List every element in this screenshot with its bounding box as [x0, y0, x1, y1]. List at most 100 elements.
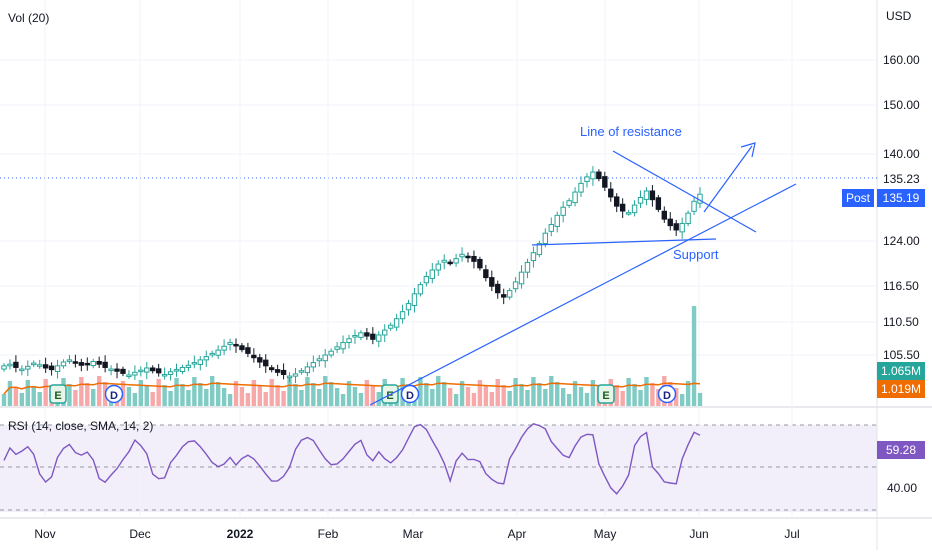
candle-body[interactable] — [257, 357, 263, 363]
candle-body[interactable] — [584, 176, 590, 183]
candle-body[interactable] — [358, 332, 364, 338]
candle-body[interactable] — [382, 329, 388, 336]
candle-body[interactable] — [36, 364, 43, 367]
candle-body[interactable] — [66, 359, 73, 362]
candle-body[interactable] — [161, 373, 168, 377]
candle-body[interactable] — [304, 366, 311, 374]
resistance-line[interactable] — [612, 150, 757, 233]
candle-body[interactable] — [31, 362, 37, 366]
candle-body[interactable] — [625, 212, 632, 215]
candle-body[interactable] — [500, 294, 507, 298]
candle-body[interactable] — [465, 255, 471, 259]
candle-body[interactable] — [102, 361, 108, 368]
candle-body[interactable] — [655, 197, 662, 210]
candle-body[interactable] — [691, 200, 697, 212]
candle-body[interactable] — [673, 223, 679, 231]
candle-body[interactable] — [489, 277, 495, 287]
candle-body[interactable] — [132, 371, 138, 376]
candle-body[interactable] — [608, 188, 614, 198]
candle-body[interactable] — [48, 365, 55, 371]
support-trendline[interactable] — [369, 183, 797, 406]
candle-body[interactable] — [90, 360, 96, 367]
candle-body[interactable] — [138, 369, 144, 373]
candle-body[interactable] — [292, 373, 299, 377]
candle-body[interactable] — [274, 369, 281, 373]
candle-body[interactable] — [649, 190, 656, 201]
candle-body[interactable] — [13, 361, 19, 368]
candle-body[interactable] — [251, 354, 257, 359]
candle-body[interactable] — [542, 232, 549, 244]
candle-body[interactable] — [144, 367, 150, 373]
candle-body[interactable] — [7, 363, 13, 367]
dividend-marker[interactable] — [400, 384, 420, 404]
candle-body[interactable] — [536, 242, 543, 256]
candle-body[interactable] — [679, 222, 685, 233]
candle-body[interactable] — [346, 338, 352, 344]
candles[interactable] — [1, 166, 703, 384]
candle-body[interactable] — [518, 271, 525, 285]
candle-body[interactable] — [280, 369, 287, 375]
candle-body[interactable] — [197, 359, 204, 365]
candle-body[interactable] — [233, 343, 239, 347]
candle-body[interactable] — [322, 354, 328, 362]
candle-body[interactable] — [84, 362, 90, 366]
candle-body[interactable] — [364, 332, 370, 337]
candle-body[interactable] — [590, 171, 596, 180]
candle-body[interactable] — [661, 210, 668, 220]
candle-body[interactable] — [637, 196, 644, 204]
candle-body[interactable] — [179, 366, 186, 373]
candle-body[interactable] — [483, 269, 489, 279]
candle-body[interactable] — [453, 258, 459, 264]
candle-body[interactable] — [393, 318, 400, 328]
candle-body[interactable] — [340, 342, 346, 350]
candle-body[interactable] — [72, 361, 79, 364]
candle-body[interactable] — [203, 356, 209, 361]
support-label[interactable]: Support — [673, 247, 719, 262]
candle-body[interactable] — [268, 367, 275, 371]
volume-pane-label[interactable]: Vol (20) — [8, 11, 49, 25]
candle-body[interactable] — [524, 261, 531, 273]
rsi-pane-label[interactable]: RSI (14, close, SMA, 14, 2) — [8, 419, 153, 433]
candle-body[interactable] — [370, 333, 376, 340]
candle-body[interactable] — [506, 290, 513, 298]
candle-body[interactable] — [316, 358, 322, 362]
candle-body[interactable] — [120, 368, 126, 374]
candle-body[interactable] — [1, 365, 7, 370]
candle-body[interactable] — [631, 204, 638, 214]
candle-body[interactable] — [227, 342, 233, 345]
candle-body[interactable] — [114, 368, 120, 372]
candle-body[interactable] — [54, 365, 61, 373]
candle-body[interactable] — [566, 200, 572, 206]
candle-body[interactable] — [667, 218, 673, 227]
candle-body[interactable] — [399, 311, 406, 320]
candle-body[interactable] — [215, 349, 221, 356]
resistance-label[interactable]: Line of resistance — [580, 124, 682, 139]
candle-body[interactable] — [191, 362, 198, 365]
candle-body[interactable] — [548, 224, 554, 232]
earnings-marker[interactable] — [49, 384, 67, 404]
candle-body[interactable] — [554, 214, 560, 227]
candle-body[interactable] — [429, 269, 436, 279]
dividend-marker[interactable] — [104, 384, 124, 404]
candle-body[interactable] — [417, 284, 424, 295]
candle-body[interactable] — [298, 370, 305, 373]
candle-body[interactable] — [328, 350, 334, 356]
candle-body[interactable] — [239, 345, 245, 351]
breakout-arrow-line[interactable] — [703, 145, 753, 213]
candle-body[interactable] — [560, 206, 566, 216]
candle-body[interactable] — [619, 203, 626, 212]
candle-body[interactable] — [435, 263, 441, 271]
candle-body[interactable] — [530, 252, 537, 262]
candle-body[interactable] — [78, 362, 85, 366]
candle-body[interactable] — [245, 347, 251, 354]
candle-body[interactable] — [173, 369, 180, 372]
candle-body[interactable] — [614, 196, 620, 207]
candle-body[interactable] — [596, 171, 602, 180]
candle-body[interactable] — [310, 362, 317, 368]
support-horizontal-line[interactable] — [531, 238, 717, 246]
candle-body[interactable] — [19, 368, 25, 372]
candle-body[interactable] — [685, 212, 691, 224]
candle-body[interactable] — [471, 255, 477, 262]
